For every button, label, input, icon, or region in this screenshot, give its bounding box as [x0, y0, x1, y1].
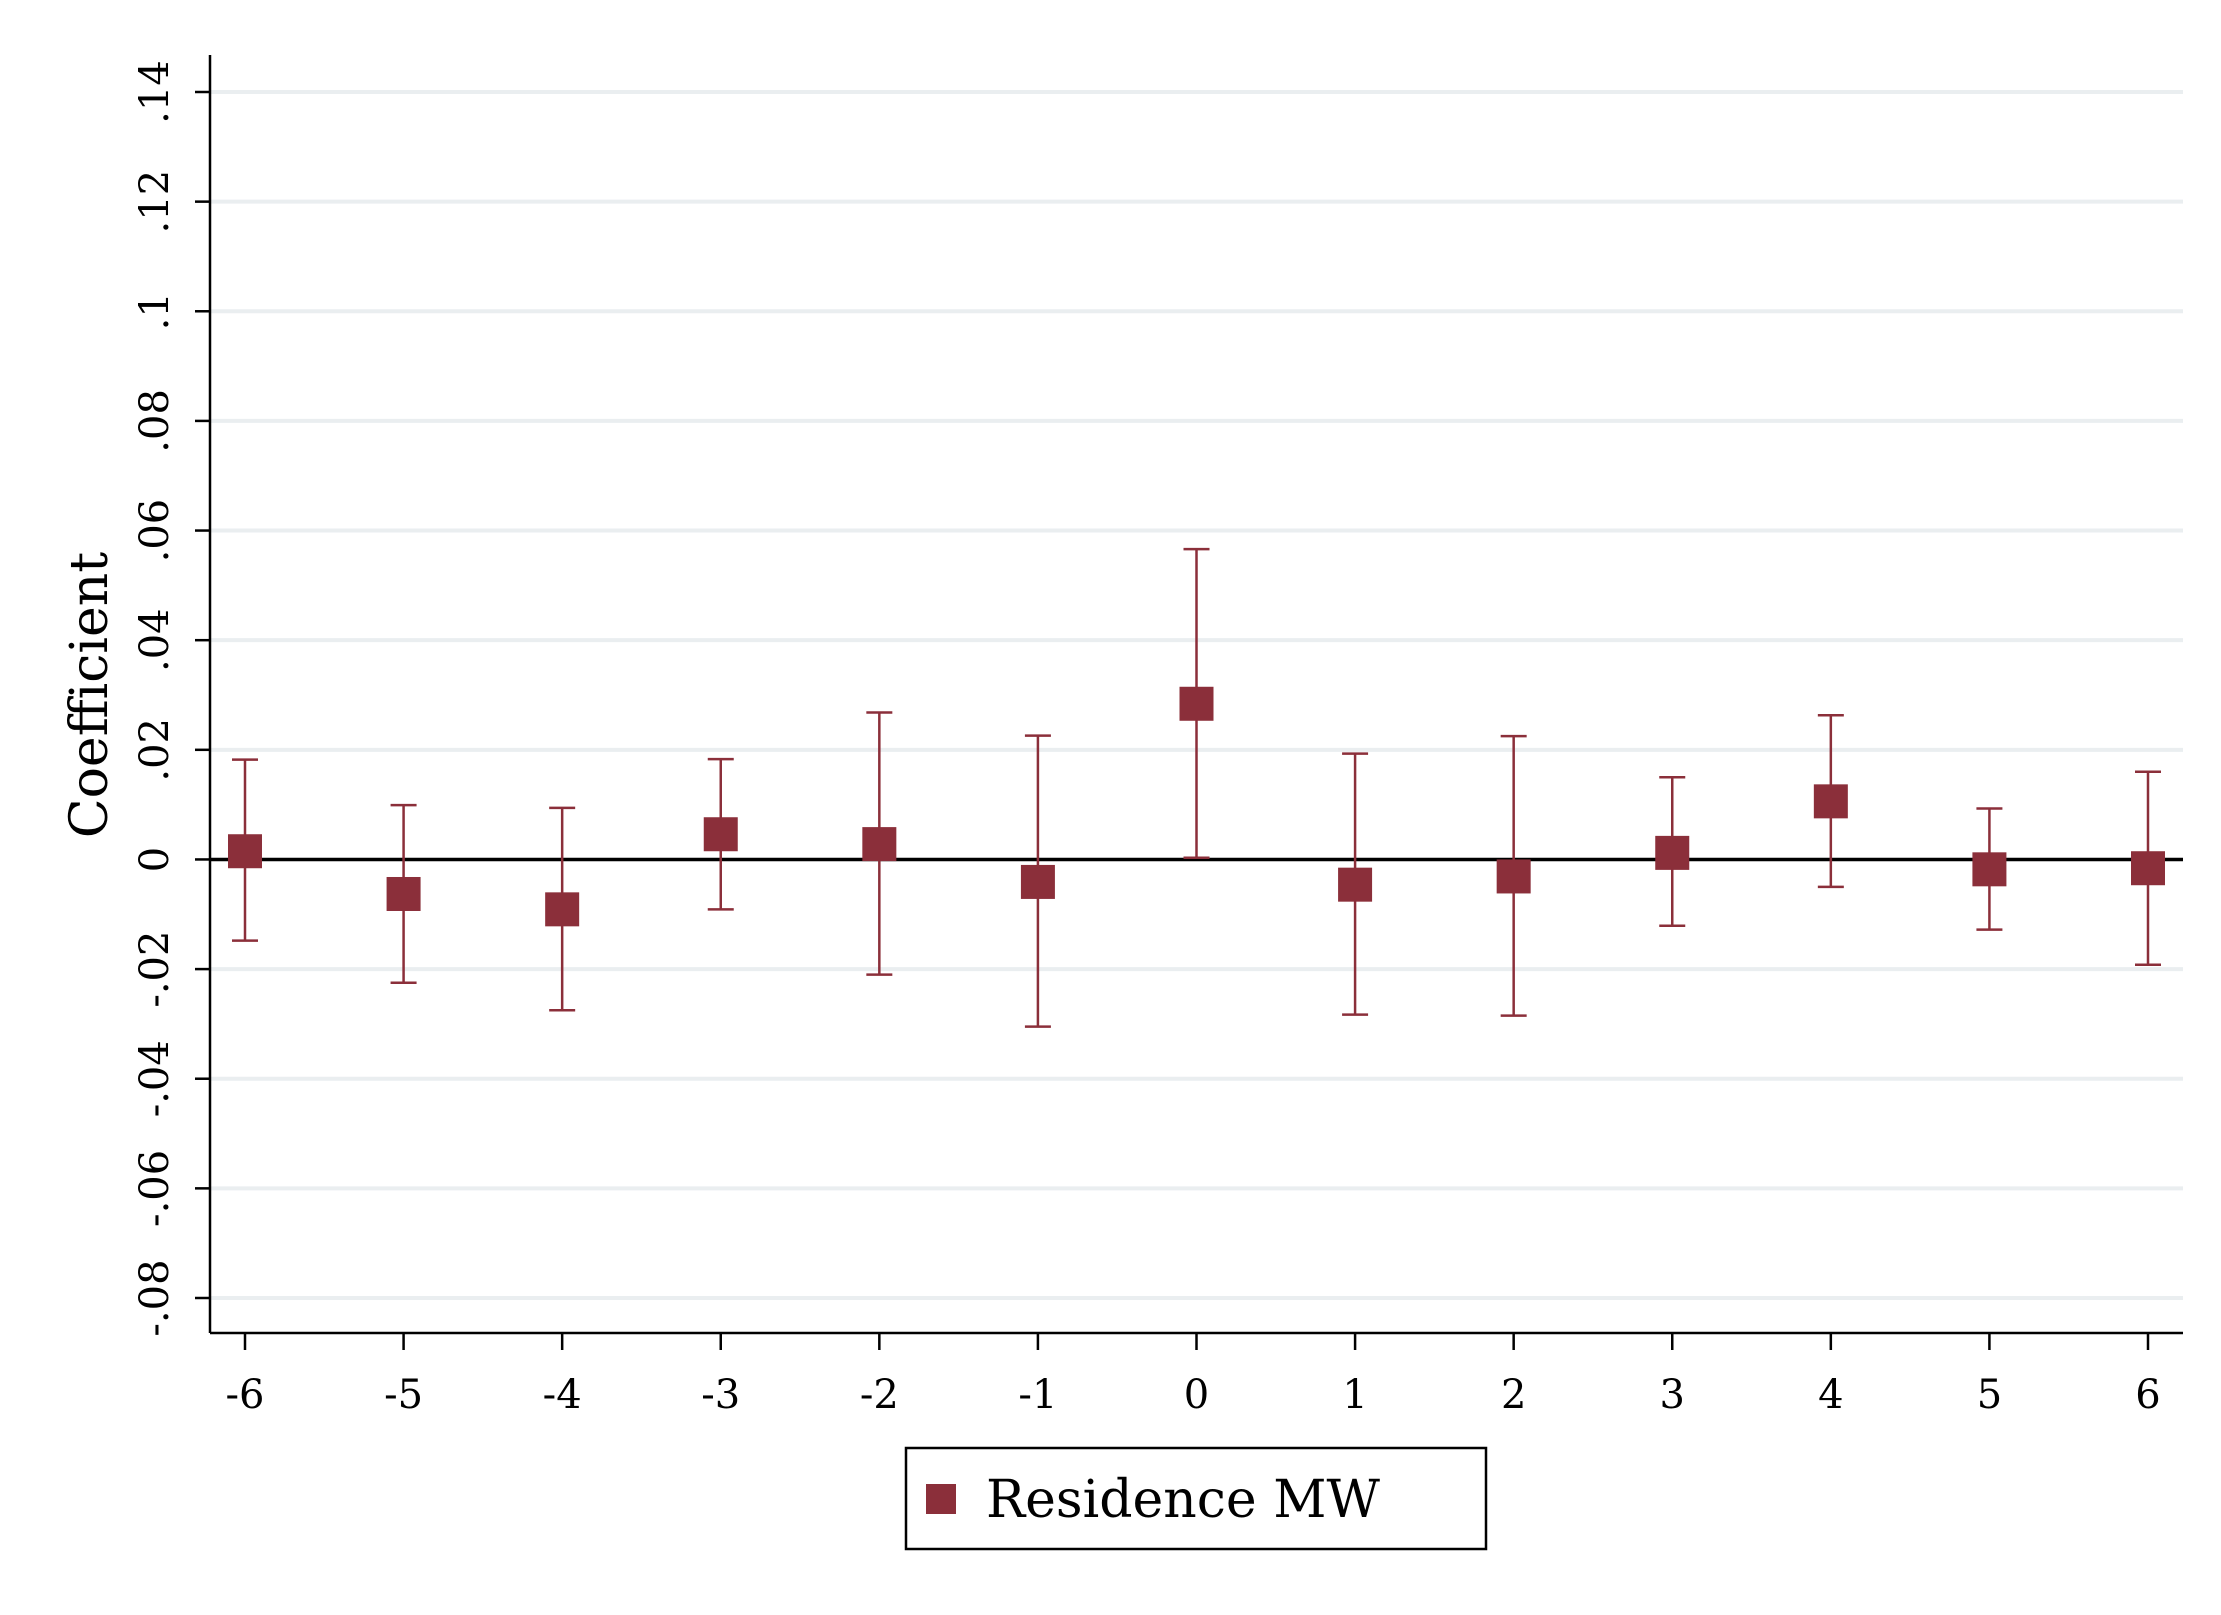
data-point-8 [1496, 859, 1531, 894]
x-tick-label-1: -5 [384, 1372, 423, 1418]
legend-box [904, 1446, 1488, 1551]
x-tick-label-8: 2 [1501, 1372, 1526, 1418]
data-point-4 [862, 827, 897, 862]
x-tick-label-4: -2 [860, 1372, 899, 1418]
x-tick-label-7: 1 [1342, 1372, 1367, 1418]
y-tick-label-5: .02 [132, 718, 178, 782]
y-tick-label-3: -.02 [132, 931, 178, 1008]
x-tick-label-11: 5 [1977, 1372, 2002, 1418]
legend: Residence MW [904, 1446, 1488, 1551]
legend-marker-residence-mw [926, 1484, 956, 1514]
data-point-1 [386, 876, 421, 911]
x-tick-label-0: -6 [226, 1372, 265, 1418]
x-tick-label-9: 3 [1660, 1372, 1685, 1418]
y-axis-title: Coefficient [60, 552, 120, 838]
axes: -.08 -.06 -.04 -.02 0 .02 .04 .06 .08 .1 .12 .14 -6 -… [132, 55, 2183, 1418]
y-tick-label-9: .1 [132, 292, 178, 330]
data-point-10 [1813, 784, 1848, 819]
y-tick-label-0: -.08 [132, 1259, 178, 1336]
y-tick-label-1: -.06 [132, 1150, 178, 1227]
x-tick-label-12: 6 [2135, 1372, 2160, 1418]
data-point-9 [1655, 835, 1690, 870]
data-point-2 [545, 892, 580, 927]
y-tick-label-6: .04 [132, 608, 178, 672]
x-tick-label-6: 0 [1184, 1372, 1209, 1418]
x-tick-label-5: -1 [1018, 1372, 1057, 1418]
x-tick-label-10: 4 [1818, 1372, 1843, 1418]
y-tick-label-4: 0 [132, 847, 178, 872]
y-tick-label-7: .06 [132, 499, 178, 563]
data-point-6 [1179, 686, 1214, 721]
y-tick-label-10: .12 [132, 170, 178, 234]
x-tick-label-3: -3 [701, 1372, 740, 1418]
x-tick-label-2: -4 [543, 1372, 582, 1418]
data-point-12 [2131, 851, 2165, 886]
data-point-0 [228, 834, 262, 869]
data-point-3 [703, 817, 738, 852]
y-tick-label-8: .08 [132, 389, 178, 453]
data-point-7 [1338, 867, 1373, 902]
legend-label-residence-mw: Residence MW [986, 1470, 1380, 1530]
y-tick-label-2: -.04 [132, 1040, 178, 1117]
data-point-11 [1972, 852, 2007, 887]
data-series [228, 547, 2165, 1028]
data-point-5 [1020, 864, 1055, 899]
y-tick-label-11: .14 [132, 60, 178, 124]
